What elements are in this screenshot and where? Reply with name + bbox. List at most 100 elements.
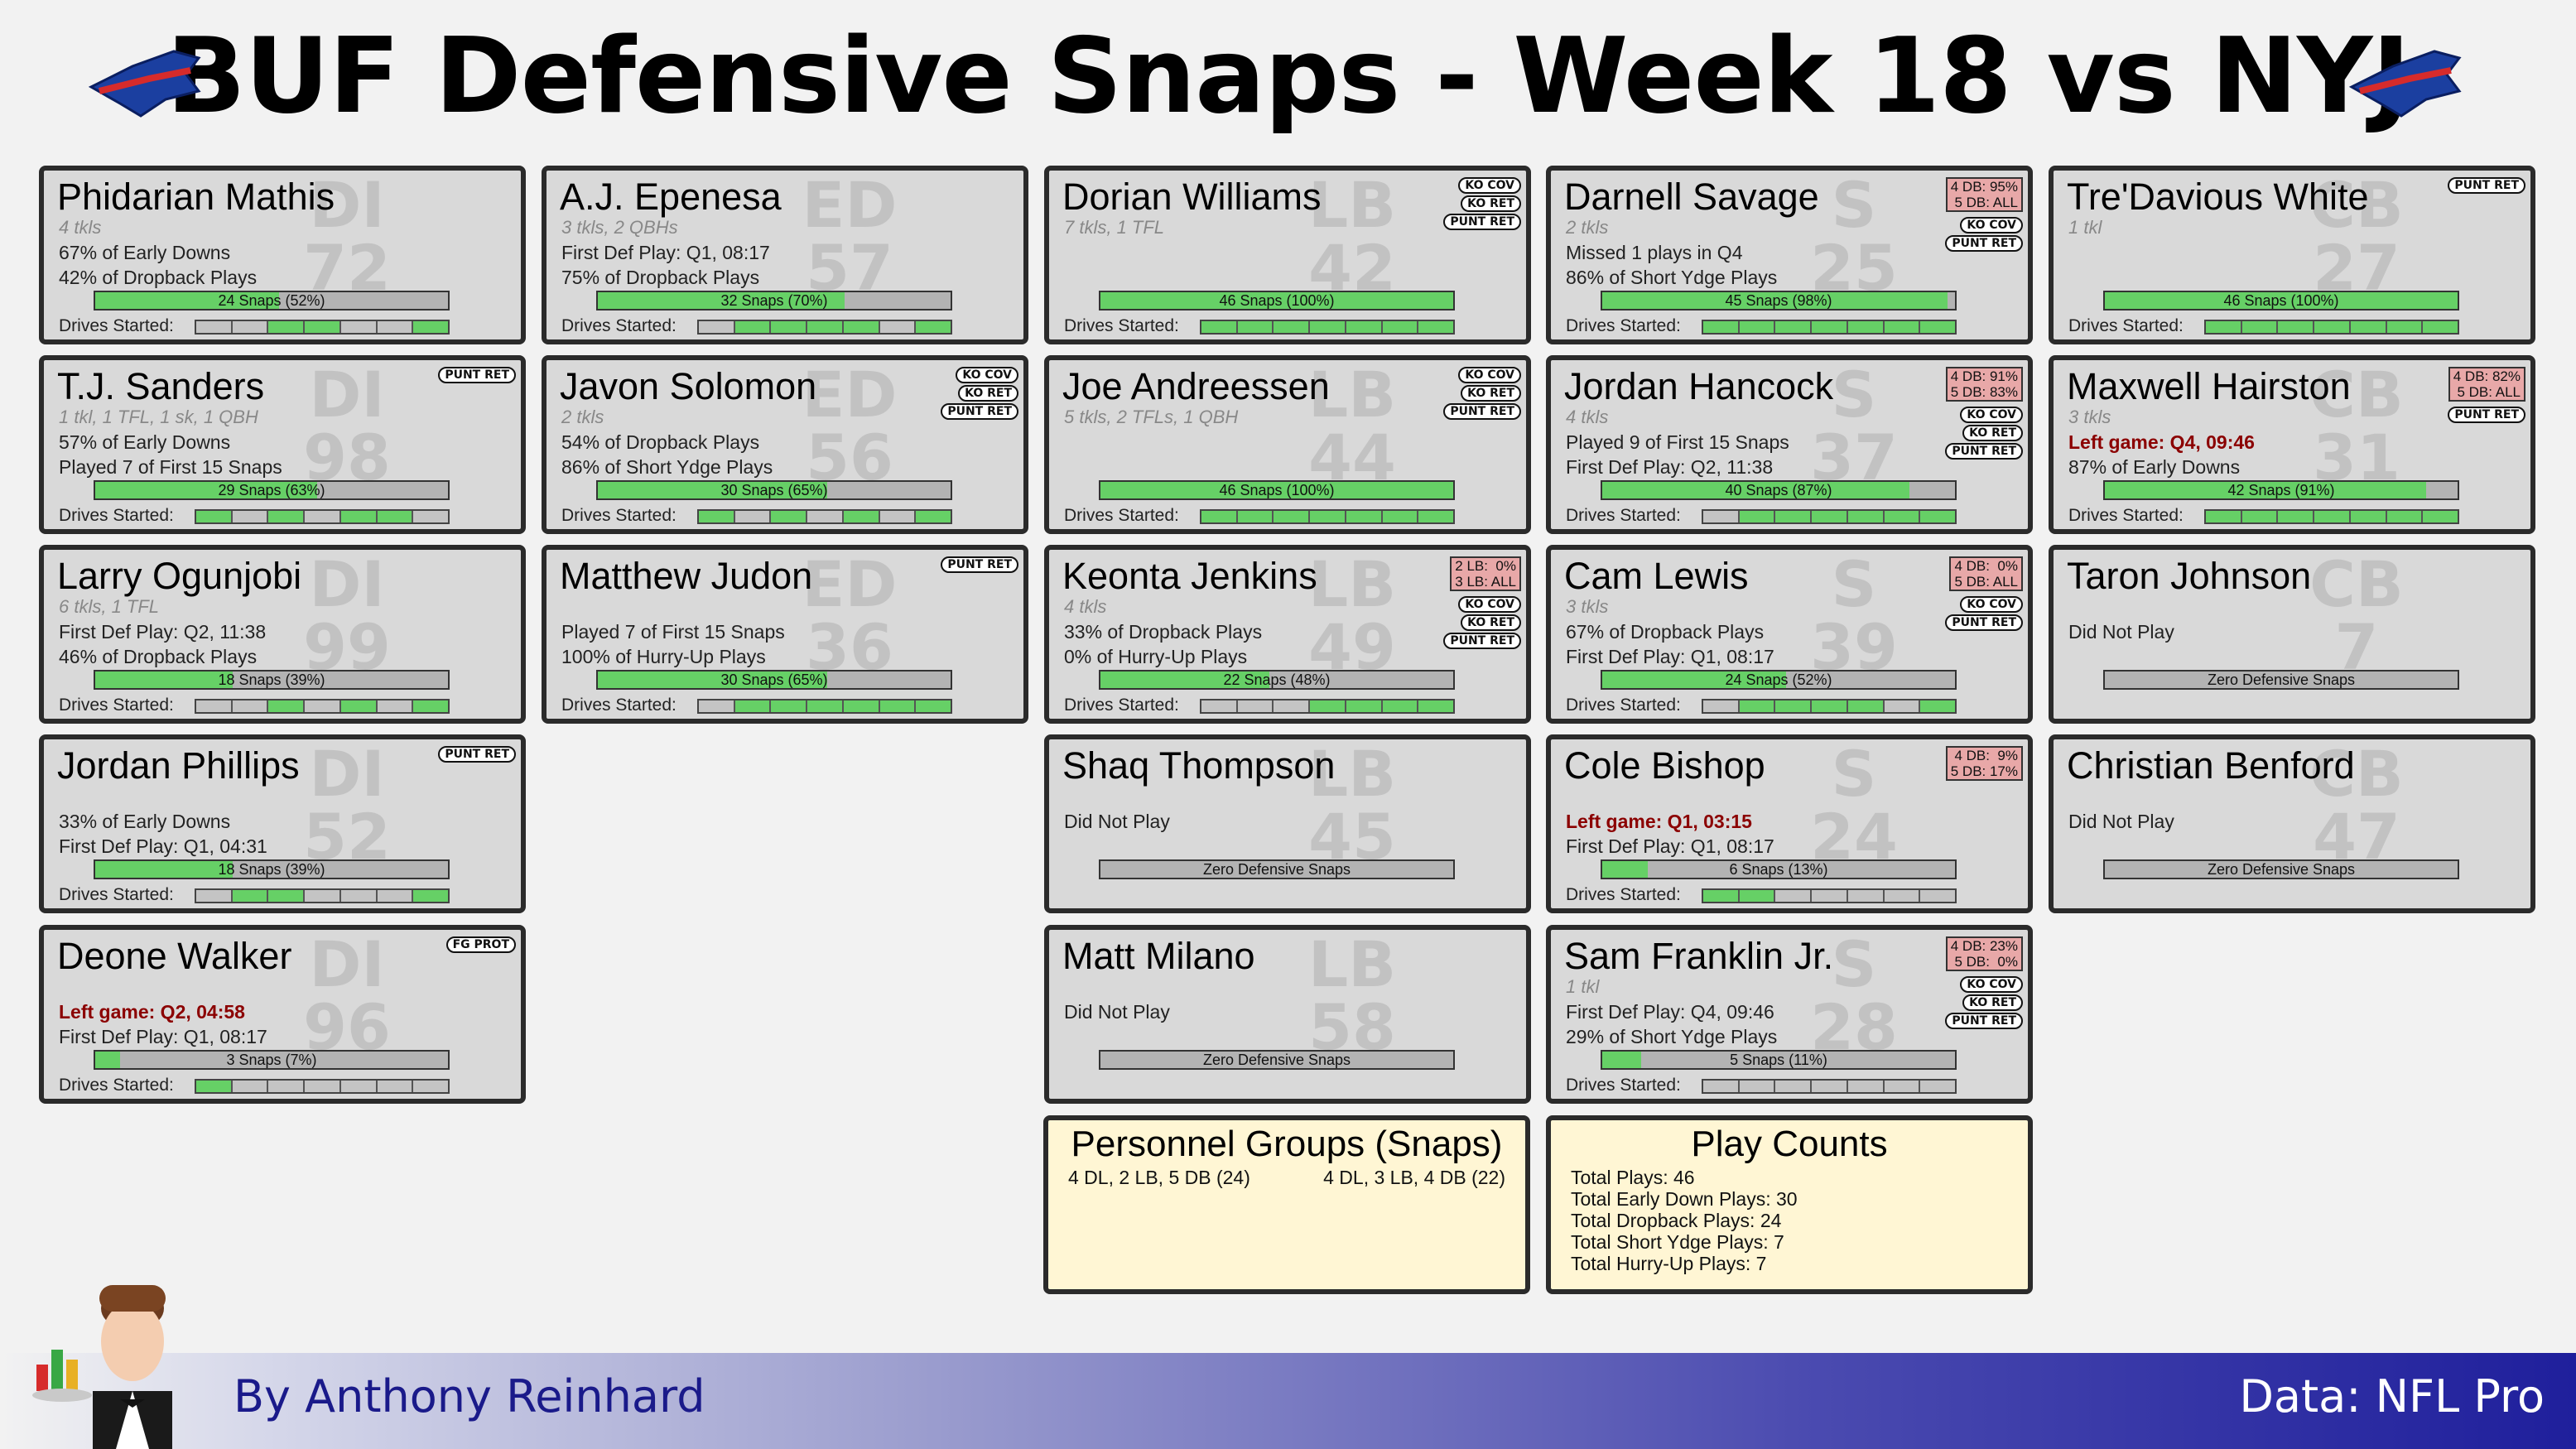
player-note: Left game: Q1, 03:15 xyxy=(1566,811,1752,832)
snap-label: 46 Snaps (100%) xyxy=(1219,292,1335,309)
position-watermark: DI 52 xyxy=(303,737,391,874)
position-watermark: DI 96 xyxy=(303,927,391,1064)
player-stats: 2 tkls xyxy=(1566,217,1609,238)
drive-cell xyxy=(1703,700,1740,712)
drive-cell xyxy=(2278,511,2315,522)
drive-cell xyxy=(1920,321,1956,333)
snap-label: 18 Snaps (39%) xyxy=(218,672,325,688)
drive-cell xyxy=(699,700,735,712)
drive-cell xyxy=(196,511,233,522)
play-count-line: Total Dropback Plays: 24 xyxy=(1571,1210,1782,1231)
drive-cell xyxy=(843,321,880,333)
drives-label: Drives Started: xyxy=(59,506,174,525)
snap-bar: 24 Snaps (52%) xyxy=(94,291,450,310)
drives-strip xyxy=(1702,320,1957,335)
drive-cell xyxy=(699,511,735,522)
drives-strip xyxy=(697,699,952,714)
player-stats: 1 tkl xyxy=(2068,217,2102,238)
drive-cell xyxy=(879,700,917,712)
special-teams-badge: KO COV xyxy=(956,367,1018,383)
player-note: Played 7 of First 15 Snaps xyxy=(59,456,282,478)
personnel-box: 2 LB: 0% 3 LB: ALL xyxy=(1450,556,1521,591)
player-note: First Def Play: Q1, 04:31 xyxy=(59,835,267,857)
drive-cell xyxy=(1775,511,1813,522)
drive-cell xyxy=(1847,511,1885,522)
special-teams-badge: PUNT RET xyxy=(438,367,516,383)
snap-label: 46 Snaps (100%) xyxy=(2223,292,2339,309)
drives-label: Drives Started: xyxy=(59,316,174,335)
drive-cell xyxy=(843,511,880,522)
drive-cell xyxy=(1237,700,1274,712)
author-avatar-icon xyxy=(32,1285,172,1449)
drives-strip xyxy=(697,509,952,524)
drive-cell xyxy=(734,700,772,712)
drives-label: Drives Started: xyxy=(1566,696,1681,715)
snap-bar: 46 Snaps (100%) xyxy=(1099,480,1455,500)
position-watermark: S 39 xyxy=(1810,547,1898,684)
player-stats: 5 tkls, 2 TFLs, 1 QBH xyxy=(1064,407,1239,427)
drive-cell xyxy=(1920,1081,1956,1092)
player-note: First Def Play: Q2, 11:38 xyxy=(1566,456,1774,478)
drive-cell xyxy=(2206,321,2242,333)
drive-cell xyxy=(1884,321,1921,333)
drive-cell xyxy=(268,700,306,712)
special-teams-badge: PUNT RET xyxy=(1945,614,2023,631)
special-teams-badge: KO COV xyxy=(1458,596,1521,613)
drives-strip xyxy=(1200,509,1455,524)
snap-bar: 3 Snaps (7%) xyxy=(94,1050,450,1070)
position-watermark: CB 7 xyxy=(2309,547,2404,684)
drive-cell xyxy=(1201,321,1238,333)
drive-cell xyxy=(305,511,341,522)
drives-label: Drives Started: xyxy=(1566,506,1681,525)
special-teams-badge: PUNT RET xyxy=(1443,214,1521,230)
player-name: Deone Walker xyxy=(57,935,292,977)
player-note: First Def Play: Q1, 08:17 xyxy=(1566,835,1774,857)
special-teams-badge: PUNT RET xyxy=(438,746,516,763)
snap-bar: 29 Snaps (63%) xyxy=(94,480,450,500)
special-teams-badge: PUNT RET xyxy=(1443,403,1521,420)
player-card: ED 36 Matthew Judon Played 7 of First 15 Sn… xyxy=(542,545,1028,724)
special-teams-badge: FG PROT xyxy=(445,936,516,953)
drive-cell xyxy=(916,321,951,333)
player-note: 54% of Dropback Plays xyxy=(561,431,760,453)
position-watermark: ED 57 xyxy=(802,168,898,305)
drive-cell xyxy=(1382,511,1419,522)
drive-cell xyxy=(1884,700,1921,712)
personnel-box: 4 DB: 82% 5 DB: ALL xyxy=(2448,367,2525,402)
snap-bar-fill xyxy=(95,292,279,309)
drive-cell xyxy=(1812,1081,1848,1092)
player-note: 100% of Hurry-Up Plays xyxy=(561,646,766,667)
page-title: BUF Defensive Snaps - Week 18 vs NYJ xyxy=(166,15,2410,137)
drive-cell xyxy=(807,700,844,712)
player-stats: 3 tkls xyxy=(1566,596,1609,617)
player-note: Did Not Play xyxy=(1064,811,1170,832)
player-note: Did Not Play xyxy=(2068,811,2174,832)
drive-cell xyxy=(916,511,951,522)
drives-strip xyxy=(697,320,952,335)
player-card: DI 52 Jordan Phillips 33% of Early Downs Fir… xyxy=(39,734,526,913)
drive-cell xyxy=(1274,321,1311,333)
drives-strip xyxy=(195,320,450,335)
player-name: Tre'Davious White xyxy=(2067,176,2369,218)
player-name: Matthew Judon xyxy=(560,555,813,597)
position-watermark: S 24 xyxy=(1810,737,1898,874)
drives-strip xyxy=(195,699,450,714)
drives-label: Drives Started: xyxy=(1566,1076,1681,1095)
play-counts-title: Play Counts xyxy=(1691,1124,1888,1164)
player-card: CB 31 Maxwell Hairston 3 tkls Left game: Q4,… xyxy=(2049,355,2535,534)
drive-cell xyxy=(413,321,449,333)
player-note: Did Not Play xyxy=(1064,1001,1170,1023)
play-count-line: Total Hurry-Up Plays: 7 xyxy=(1571,1253,1767,1274)
snap-bar: Zero Defensive Snaps xyxy=(1099,859,1455,879)
drives-label: Drives Started: xyxy=(2068,506,2184,525)
special-teams-badge: KO COV xyxy=(1960,217,2023,233)
drives-label: Drives Started: xyxy=(561,696,677,715)
snap-bar-fill xyxy=(95,482,318,498)
player-stats: 7 tkls, 1 TFL xyxy=(1064,217,1165,238)
player-note: 33% of Dropback Plays xyxy=(1064,621,1263,643)
drives-strip xyxy=(1702,888,1957,903)
player-note: 29% of Short Ydge Plays xyxy=(1566,1026,1778,1047)
snap-label: 30 Snaps (65%) xyxy=(720,482,828,498)
snap-label: 46 Snaps (100%) xyxy=(1219,482,1335,498)
player-card: LB 58 Matt Milano Did Not Play Zero Defensiv… xyxy=(1044,925,1531,1104)
